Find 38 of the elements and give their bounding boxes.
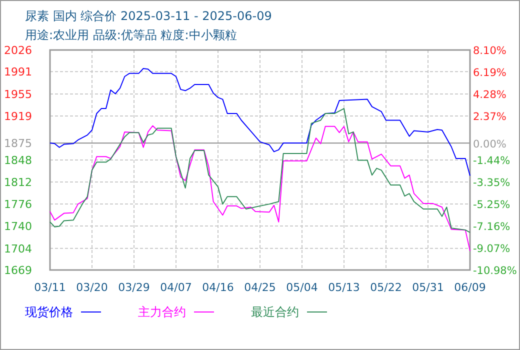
y-tick-label: 1991 — [4, 66, 32, 79]
y-tick-label: 1812 — [4, 176, 32, 189]
y-tick-label: 1848 — [4, 154, 32, 167]
y2-tick-label: 2.37% — [473, 111, 506, 124]
y-tick-label: 1740 — [4, 220, 32, 233]
y2-tick-label: -1.44% — [473, 155, 510, 167]
y-tick-label: 1704 — [4, 242, 32, 256]
legend-label: 最近合约 — [251, 305, 299, 319]
x-tick-label: 05/13 — [328, 281, 360, 294]
y-tick-label: 1776 — [4, 198, 32, 211]
x-tick-label: 05/31 — [412, 281, 444, 294]
y-tick-label: 1919 — [4, 110, 32, 123]
y2-tick-label: -3.35% — [473, 177, 510, 190]
y2-tick-label: -9.07% — [473, 242, 510, 255]
y-tick-label: 1669 — [4, 264, 32, 277]
y-tick-label: 1875 — [4, 137, 32, 150]
y-tick-label: 1955 — [4, 88, 32, 101]
x-tick-label: 03/11 — [34, 281, 66, 294]
x-tick-label: 04/25 — [244, 281, 276, 294]
legend-label: 主力合约 — [138, 305, 186, 319]
y-tick-label: 2026 — [4, 44, 32, 57]
y2-tick-label: 4.28% — [473, 89, 506, 102]
chart-title: 尿素 国内 综合价 2025-03-11 - 2025-06-09 — [25, 9, 272, 23]
x-tick-label: 06/09 — [454, 281, 486, 294]
y2-tick-label: 6.19% — [473, 67, 506, 80]
y2-tick-label: 0.00% — [473, 138, 506, 150]
x-tick-label: 03/29 — [118, 281, 150, 294]
x-tick-label: 03/20 — [76, 281, 108, 294]
x-tick-label: 05/22 — [370, 281, 402, 294]
chart-subtitle: 用途:农业用 品级:优等品 粒度:中小颗粒 — [25, 28, 237, 42]
legend-label: 现货价格 — [25, 305, 73, 319]
y2-tick-label: -10.98% — [473, 265, 517, 277]
x-tick-label: 04/16 — [202, 281, 234, 294]
x-tick-label: 05/04 — [286, 281, 318, 294]
x-tick-label: 04/07 — [160, 281, 192, 294]
y2-tick-label: -7.16% — [473, 220, 510, 233]
y2-tick-label: -5.25% — [473, 198, 510, 211]
y2-tick-label: 8.10% — [473, 45, 506, 57]
